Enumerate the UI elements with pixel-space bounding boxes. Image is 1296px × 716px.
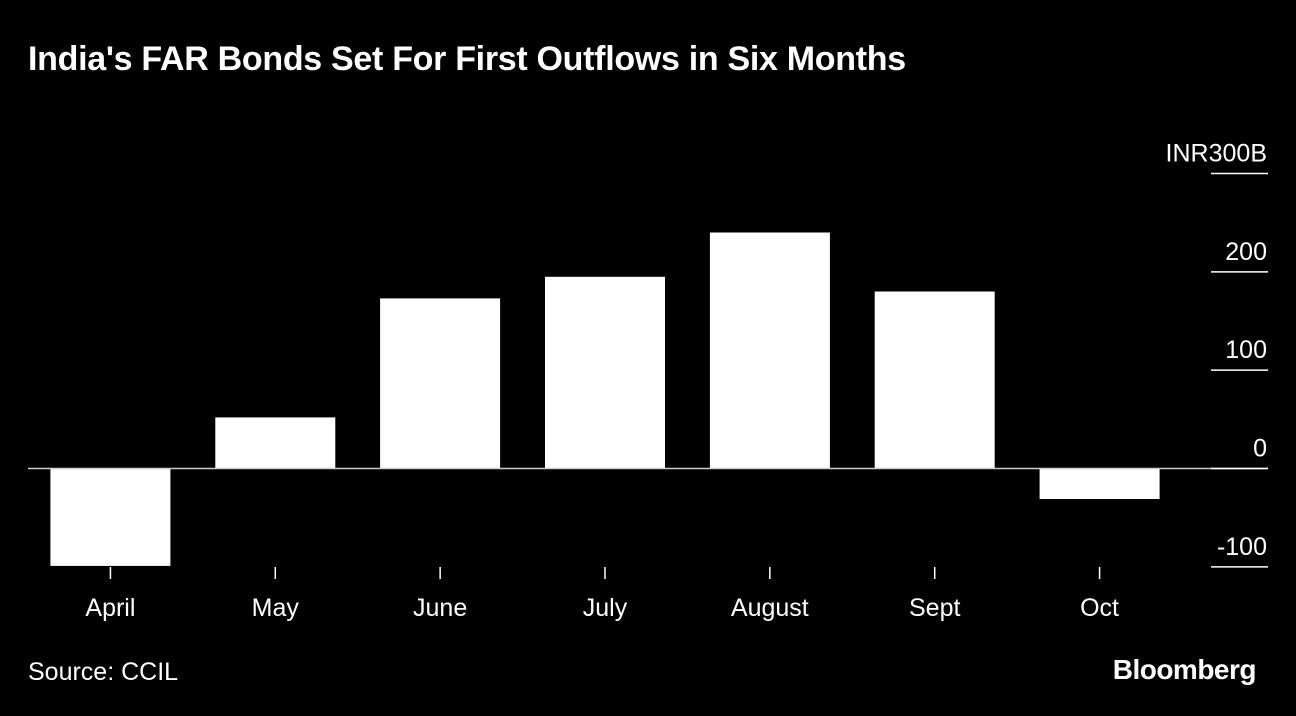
- bar-april: [50, 468, 171, 566]
- x-tick-label: July: [583, 594, 628, 622]
- bar-oct: [1039, 468, 1160, 499]
- bar-june: [380, 298, 501, 469]
- y-tick-label: -100: [1217, 533, 1267, 561]
- y-tick-label: 200: [1225, 238, 1267, 266]
- bar-may: [215, 417, 336, 469]
- y-tick-label: 100: [1225, 336, 1267, 364]
- chart-title: India's FAR Bonds Set For First Outflows…: [28, 40, 906, 78]
- x-tick-label: May: [252, 594, 300, 622]
- x-tick-label: Sept: [909, 594, 960, 622]
- x-tick-label: Oct: [1080, 594, 1119, 622]
- y-tick-label: INR300B: [1166, 140, 1267, 168]
- bloomberg-logo: Bloomberg: [1112, 654, 1257, 685]
- bar-august: [709, 232, 830, 469]
- bar-july: [545, 276, 665, 469]
- bar-sept: [874, 291, 995, 469]
- source-note: Source: CCIL: [28, 658, 179, 686]
- y-tick-label: 0: [1253, 435, 1267, 463]
- x-tick-label: June: [413, 594, 467, 622]
- x-tick-label: August: [731, 594, 809, 622]
- x-tick-label: April: [85, 594, 135, 622]
